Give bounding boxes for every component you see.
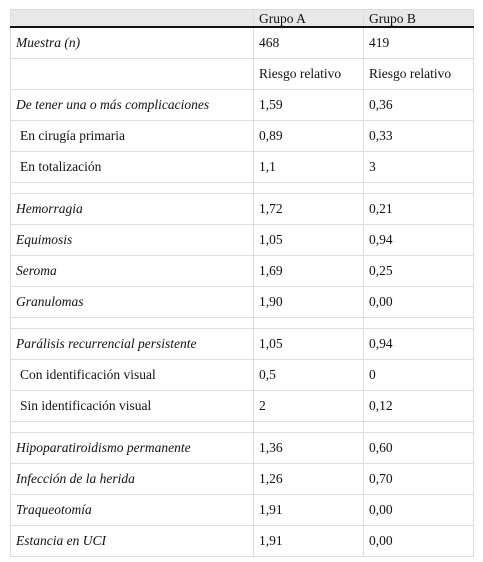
cell-grupo-a: 1,91: [253, 494, 364, 526]
cell-grupo-a: 1,69: [253, 255, 364, 287]
table-row: Infección de la herida 1,26 0,70: [10, 463, 474, 495]
row-label: Equimosis: [10, 224, 254, 256]
cell-grupo-b: Riesgo relativo: [363, 58, 474, 90]
cell-grupo-b: 419: [363, 26, 474, 59]
cell-grupo-a: 0,89: [253, 120, 364, 152]
table-row: Con identificación visual 0,5 0: [10, 359, 474, 391]
table-row: Equimosis 1,05 0,94: [10, 224, 474, 256]
cell-grupo-b: 0,12: [363, 390, 474, 422]
table-row: De tener una o más complicaciones 1,59 0…: [10, 89, 474, 121]
row-label: Hemorragia: [10, 193, 254, 225]
cell-grupo-b: 0,00: [363, 494, 474, 526]
cell-grupo-b: 0,25: [363, 255, 474, 287]
cell-grupo-a: Riesgo relativo: [253, 58, 364, 90]
row-label: Infección de la herida: [10, 463, 254, 495]
cell-grupo-b: 0,60: [363, 432, 474, 464]
cell-grupo-a: 0,5: [253, 359, 364, 391]
cell-grupo-b: 0,00: [363, 286, 474, 318]
table-row: Traqueotomía 1,91 0,00: [10, 494, 474, 526]
row-label: Granulomas: [10, 286, 254, 318]
table-header-row: Grupo A Grupo B: [10, 9, 474, 28]
spacer-row: [10, 182, 474, 194]
cell-grupo-b: 0,70: [363, 463, 474, 495]
cell-grupo-b: 3: [363, 151, 474, 183]
table-row: Hemorragia 1,72 0,21: [10, 193, 474, 225]
spacer-row: [10, 421, 474, 433]
cell-grupo-b: 0: [363, 359, 474, 391]
cell-grupo-a: 1,72: [253, 193, 364, 225]
row-label: [10, 58, 254, 90]
table-row: Parálisis recurrencial persistente 1,05 …: [10, 328, 474, 360]
row-label: En totalización: [10, 151, 254, 183]
table-row: Sin identificación visual 2 0,12: [10, 390, 474, 422]
header-grupo-a: Grupo A: [253, 9, 364, 28]
table-row: Estancia en UCI 1,91 0,00: [10, 525, 474, 557]
header-empty-cell: [10, 9, 254, 28]
cell-grupo-a: 1,1: [253, 151, 364, 183]
table-row: Granulomas 1,90 0,00: [10, 286, 474, 318]
cell-grupo-b: 0,21: [363, 193, 474, 225]
cell-grupo-a: 1,90: [253, 286, 364, 318]
cell-grupo-a: 1,36: [253, 432, 364, 464]
row-label: Traqueotomía: [10, 494, 254, 526]
cell-grupo-a: 2: [253, 390, 364, 422]
row-label: En cirugía primaria: [10, 120, 254, 152]
table-row: Hipoparatiroidismo permanente 1,36 0,60: [10, 432, 474, 464]
cell-grupo-b: 0,94: [363, 328, 474, 360]
header-grupo-b: Grupo B: [363, 9, 474, 28]
row-label: Hipoparatiroidismo permanente: [10, 432, 254, 464]
cell-grupo-b: 0,36: [363, 89, 474, 121]
row-label: Estancia en UCI: [10, 525, 254, 557]
table-row: En cirugía primaria 0,89 0,33: [10, 120, 474, 152]
cell-grupo-a: 1,91: [253, 525, 364, 557]
row-label: De tener una o más complicaciones: [10, 89, 254, 121]
cell-grupo-a: 1,05: [253, 224, 364, 256]
row-label: Muestra (n): [10, 26, 254, 59]
row-label: Parálisis recurrencial persistente: [10, 328, 254, 360]
cell-grupo-a: 1,26: [253, 463, 364, 495]
row-label: Sin identificación visual: [10, 390, 254, 422]
table-row: Riesgo relativo Riesgo relativo: [10, 58, 474, 90]
table-row: En totalización 1,1 3: [10, 151, 474, 183]
table-row: Seroma 1,69 0,25: [10, 255, 474, 287]
complications-table: Grupo A Grupo B Muestra (n) 468 419 Ries…: [10, 9, 474, 557]
cell-grupo-b: 0,94: [363, 224, 474, 256]
row-label: Seroma: [10, 255, 254, 287]
table-row: Muestra (n) 468 419: [10, 26, 474, 59]
cell-grupo-a: 1,05: [253, 328, 364, 360]
spacer-row: [10, 317, 474, 329]
row-label: Con identificación visual: [10, 359, 254, 391]
cell-grupo-b: 0,00: [363, 525, 474, 557]
cell-grupo-a: 468: [253, 26, 364, 59]
cell-grupo-a: 1,59: [253, 89, 364, 121]
cell-grupo-b: 0,33: [363, 120, 474, 152]
